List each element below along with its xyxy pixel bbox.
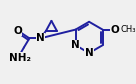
Text: O: O [110,25,119,35]
Text: N: N [71,40,80,50]
Text: O: O [13,26,22,36]
Text: N: N [85,48,93,58]
Text: CH₃: CH₃ [120,25,136,34]
Text: NH₂: NH₂ [9,53,31,63]
Text: N: N [36,33,45,43]
